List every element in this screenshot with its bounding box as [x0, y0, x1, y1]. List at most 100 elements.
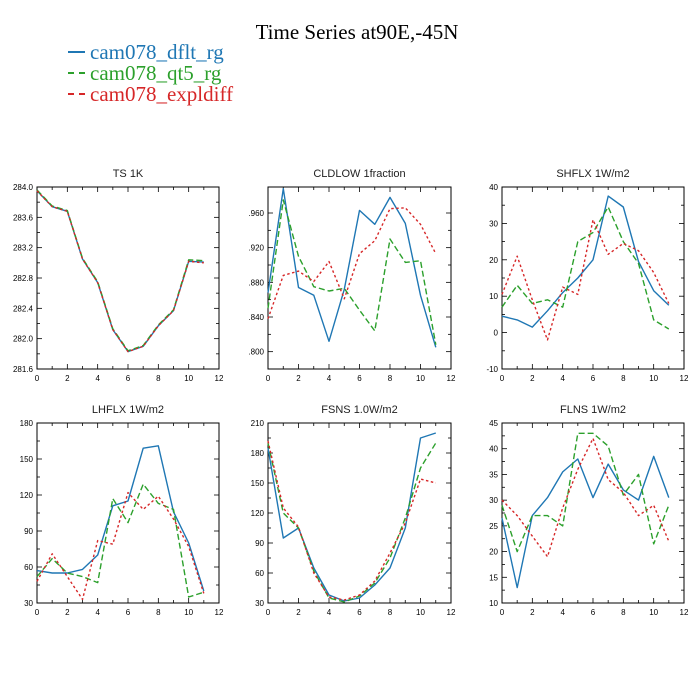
- legend-label-expldiff: cam078_expldiff: [90, 82, 234, 106]
- series-line-2-0: [501, 195, 670, 328]
- y-tick-label-3: 60: [24, 563, 33, 572]
- panel-title-5: FLNS 1W/m2: [560, 404, 626, 416]
- x-tick-label-1: 12: [447, 374, 456, 383]
- x-tick-label-4: 10: [416, 608, 425, 617]
- x-tick-label-4: 0: [266, 608, 271, 617]
- x-tick-label-0: 2: [65, 374, 70, 383]
- x-tick-label-5: 6: [591, 608, 596, 617]
- x-tick-label-2: 8: [621, 374, 626, 383]
- y-tick-label-3: 120: [20, 491, 34, 500]
- x-tick-label-1: 10: [416, 374, 425, 383]
- panel-title-2: SHFLX 1W/m2: [556, 168, 629, 180]
- y-tick-label-1: .920: [248, 244, 264, 253]
- legend-swatch-qt5: [68, 72, 85, 74]
- y-tick-label-5: 15: [489, 573, 498, 582]
- series-line-0-1: [36, 189, 204, 352]
- series-line-1-2: [267, 207, 437, 319]
- series-line-4-0: [267, 432, 437, 602]
- series-line-4-2: [267, 440, 436, 601]
- x-tick-label-3: 6: [126, 608, 131, 617]
- y-tick-label-3: 30: [24, 599, 33, 608]
- y-tick-label-0: 284.0: [13, 183, 34, 192]
- series-line-4-1: [267, 442, 437, 603]
- x-tick-label-2: 10: [649, 374, 658, 383]
- y-tick-label-3: 90: [24, 527, 33, 536]
- y-tick-label-5: 20: [489, 548, 498, 557]
- x-tick-label-5: 2: [530, 608, 535, 617]
- y-tick-label-1: .800: [248, 348, 264, 357]
- x-tick-label-0: 12: [215, 374, 224, 383]
- x-tick-label-0: 4: [95, 374, 100, 383]
- y-tick-label-2: 10: [489, 292, 498, 301]
- x-tick-label-4: 4: [327, 608, 332, 617]
- y-tick-label-3: 150: [20, 455, 34, 464]
- legend-swatch-expldiff: [68, 93, 85, 95]
- x-tick-label-3: 4: [95, 608, 100, 617]
- x-tick-label-2: 0: [500, 374, 505, 383]
- x-tick-label-1: 4: [327, 374, 332, 383]
- series-line-0-2: [36, 190, 204, 353]
- x-tick-label-0: 10: [184, 374, 193, 383]
- panel-title-3: LHFLX 1W/m2: [92, 404, 164, 416]
- series-line-0-0: [36, 190, 204, 353]
- x-tick-label-1: 2: [296, 374, 301, 383]
- x-tick-label-3: 8: [156, 608, 161, 617]
- legend-swatch-dflt: [68, 51, 85, 53]
- x-tick-label-5: 0: [500, 608, 505, 617]
- panel-title-0: TS 1K: [113, 168, 144, 180]
- x-tick-label-0: 8: [156, 374, 161, 383]
- series-line-3-0: [36, 445, 205, 592]
- x-tick-label-3: 10: [184, 608, 193, 617]
- x-tick-label-2: 12: [680, 374, 689, 383]
- y-tick-label-5: 45: [489, 419, 498, 428]
- y-tick-label-5: 35: [489, 470, 498, 479]
- y-tick-label-4: 30: [255, 599, 264, 608]
- y-tick-label-2: 0: [494, 329, 499, 338]
- y-tick-label-1: .960: [248, 209, 264, 218]
- plot-frame-5: [501, 422, 685, 604]
- series-line-3-1: [36, 483, 205, 598]
- plot-frame-4: [267, 422, 452, 604]
- y-tick-label-5: 10: [489, 599, 498, 608]
- y-tick-label-0: 281.6: [13, 365, 34, 374]
- y-tick-label-4: 180: [251, 449, 265, 458]
- x-tick-label-4: 2: [296, 608, 301, 617]
- page-title: Time Series at90E,-45N: [255, 20, 459, 44]
- x-tick-label-3: 2: [65, 608, 70, 617]
- y-tick-label-0: 282.4: [13, 304, 34, 313]
- y-tick-label-2: -10: [486, 365, 498, 374]
- x-tick-label-5: 10: [649, 608, 658, 617]
- y-tick-label-5: 40: [489, 445, 498, 454]
- series-line-1-1: [267, 199, 437, 345]
- y-tick-label-4: 60: [255, 569, 264, 578]
- x-tick-label-3: 12: [215, 608, 224, 617]
- y-tick-label-0: 283.6: [13, 213, 34, 222]
- x-tick-label-2: 4: [560, 374, 565, 383]
- y-tick-label-2: 20: [489, 256, 498, 265]
- panel-title-4: FSNS 1.0W/m2: [321, 404, 397, 416]
- series-line-3-2: [36, 491, 205, 601]
- x-tick-label-1: 6: [357, 374, 362, 383]
- x-tick-label-5: 4: [560, 608, 565, 617]
- y-tick-label-2: 40: [489, 183, 498, 192]
- x-tick-label-4: 8: [388, 608, 393, 617]
- x-tick-label-3: 0: [35, 608, 40, 617]
- series-line-2-2: [501, 219, 670, 341]
- y-tick-label-4: 120: [251, 509, 265, 518]
- series-line-1-0: [267, 187, 437, 348]
- y-tick-label-1: .880: [248, 278, 264, 287]
- series-line-5-1: [501, 432, 670, 553]
- plot-frame-1: [267, 186, 452, 370]
- plot-frame-3: [36, 422, 220, 604]
- x-tick-label-0: 6: [126, 374, 131, 383]
- y-tick-label-1: .840: [248, 313, 264, 322]
- x-tick-label-1: 0: [266, 374, 271, 383]
- plot-frame-2: [501, 186, 685, 370]
- series-line-2-1: [501, 206, 670, 330]
- y-tick-label-0: 282.8: [13, 274, 34, 283]
- y-tick-label-4: 210: [251, 419, 265, 428]
- y-tick-label-0: 283.2: [13, 244, 34, 253]
- y-tick-label-5: 25: [489, 522, 498, 531]
- x-tick-label-4: 6: [357, 608, 362, 617]
